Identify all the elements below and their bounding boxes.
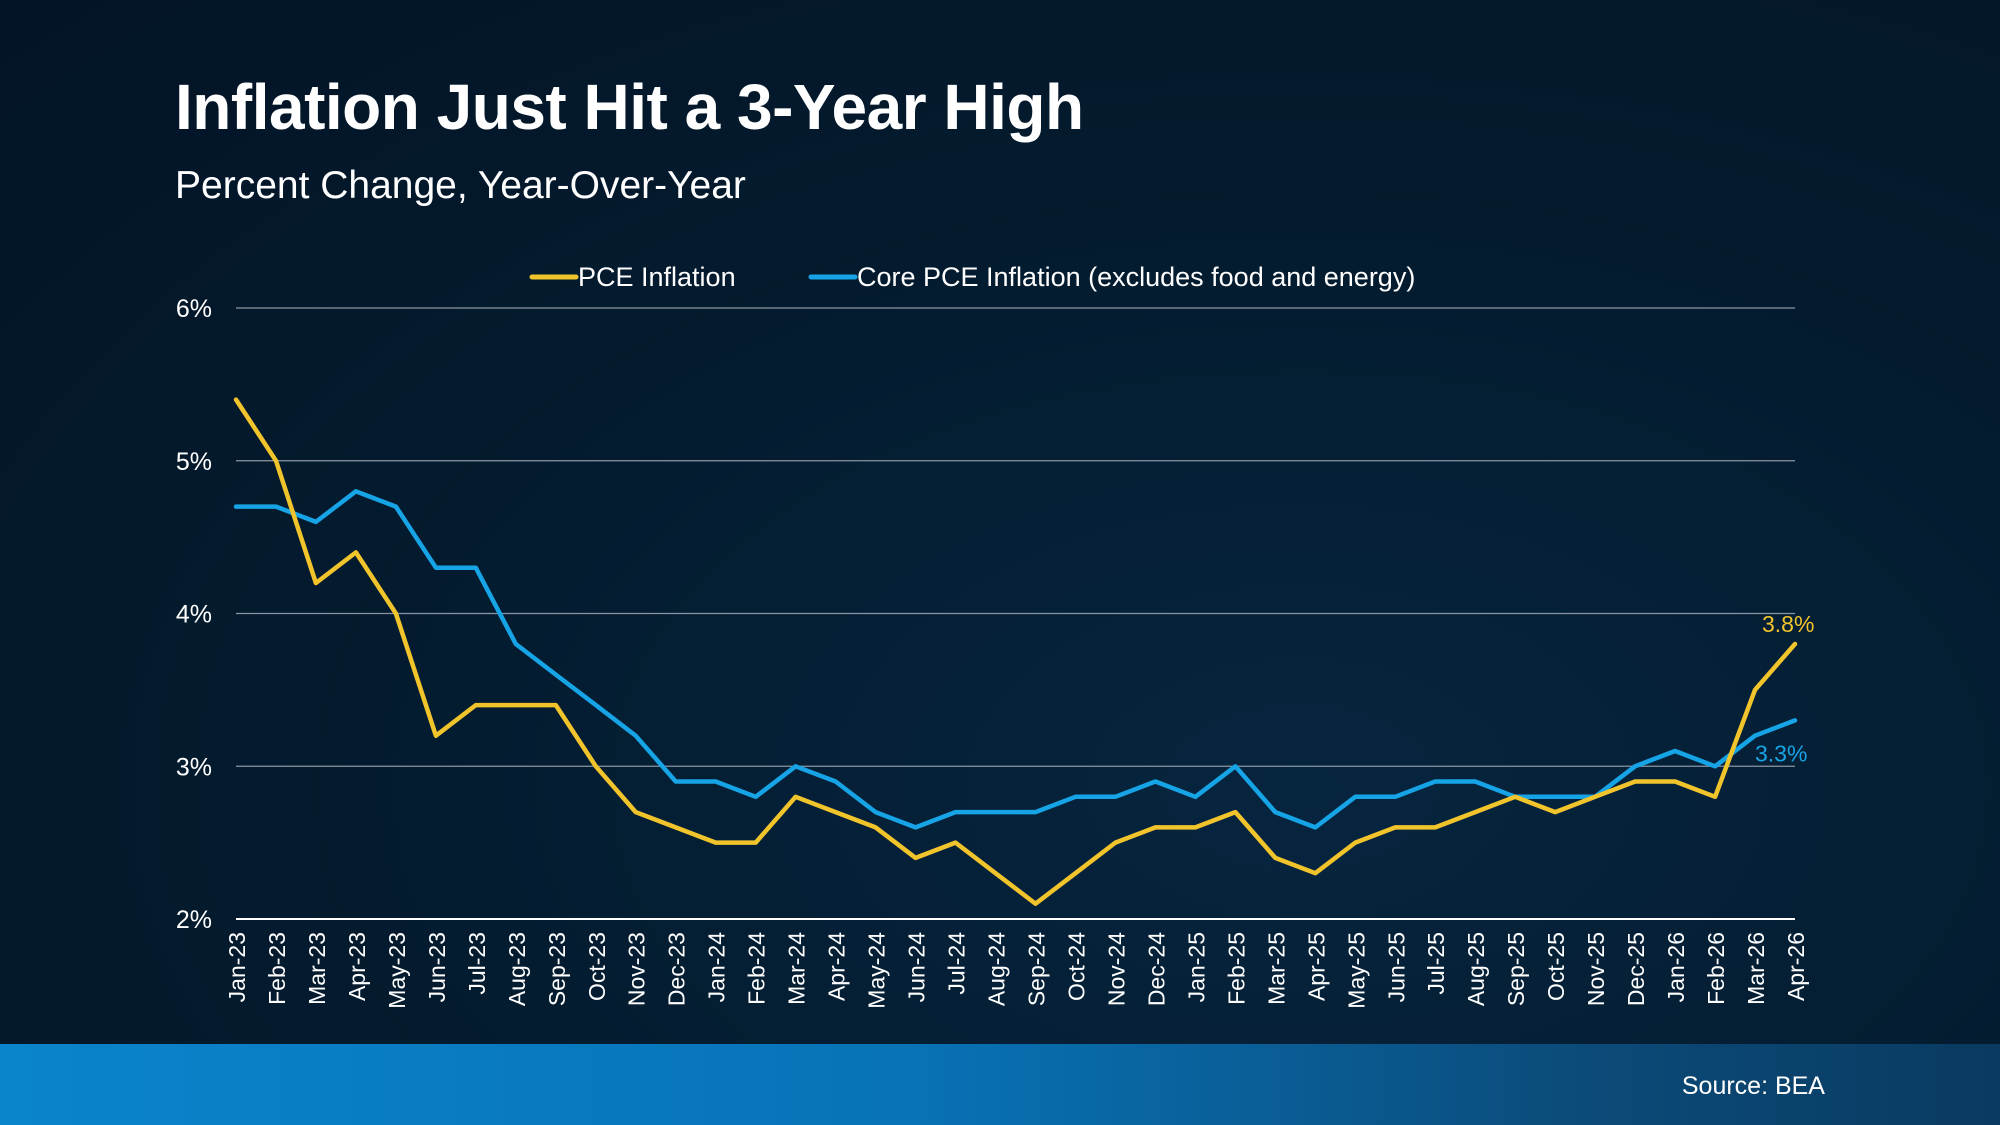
pce-end-label: 3.8% [1762,611,1814,637]
x-tick-label: May-23 [384,932,410,1009]
y-tick-label: 2% [176,906,212,934]
x-tick-label: Feb-25 [1223,932,1249,1005]
x-tick-label: Mar-25 [1263,932,1289,1005]
series-lines [233,397,1798,906]
x-tick-label: Dec-25 [1623,932,1649,1006]
core-pce-end-label: 3.3% [1755,740,1807,766]
x-tick-label: Jul-24 [944,932,970,995]
x-axis-tick-labels: Jan-23 Feb-23 Mar-23 Apr-23 May-23 Jun-23 Jul-… [224,932,1809,1009]
x-tick-label: Aug-23 [504,932,530,1006]
x-tick-label: Jul-25 [1423,932,1449,995]
x-tick-label: Apr-25 [1303,932,1329,1001]
x-tick-label: May-25 [1343,932,1369,1009]
x-tick-label: Dec-24 [1143,932,1169,1006]
y-gridlines [236,307,1795,920]
x-tick-label: Apr-24 [824,932,850,1001]
x-tick-label: Aug-24 [984,932,1010,1006]
x-tick-label: Dec-23 [664,932,690,1006]
x-tick-label: Jun-25 [1383,932,1409,1002]
x-tick-label: Mar-24 [784,932,810,1005]
chart-legend: PCE Inflation Core PCE Inflation (exclud… [529,262,1415,292]
x-tick-label: Sep-23 [544,932,570,1006]
x-tick-label: Jun-23 [424,932,450,1002]
x-tick-label: Feb-24 [744,932,770,1005]
legend-label-core-pce: Core PCE Inflation (excludes food and en… [857,262,1415,292]
x-tick-label: Jul-23 [464,932,490,995]
x-tick-label: Nov-23 [624,932,650,1006]
x-tick-label: Aug-25 [1463,932,1489,1006]
footer-band: Source: BEA [0,1044,2000,1125]
x-tick-label: Mar-23 [304,932,330,1005]
x-tick-label: Oct-23 [584,932,610,1001]
x-tick-label: Sep-24 [1023,932,1049,1006]
x-tick-label: Apr-23 [344,932,370,1001]
x-tick-label: Feb-23 [264,932,290,1005]
x-tick-label: Apr-26 [1783,932,1809,1001]
x-tick-label: May-24 [864,932,890,1009]
chart-title: Inflation Just Hit a 3-Year High [175,71,1084,143]
core-pce-inflation-line [233,489,1798,830]
x-tick-label: Jan-24 [704,932,730,1003]
x-tick-label: Mar-26 [1743,932,1769,1005]
x-tick-label: Feb-26 [1703,932,1729,1005]
x-tick-label: Sep-25 [1503,932,1529,1006]
y-tick-label: 5% [176,448,212,476]
x-tick-label: Oct-24 [1063,932,1089,1001]
legend-label-pce: PCE Inflation [578,262,736,292]
y-axis-tick-labels: 2% 3% 4% 5% 6% [176,295,212,934]
line-chart: PCE Inflation Core PCE Inflation (exclud… [176,262,1815,1009]
x-tick-label: Jan-23 [224,932,250,1002]
x-tick-label: Nov-24 [1103,932,1129,1006]
y-tick-label: 6% [176,295,212,323]
pce-inflation-line [233,397,1798,906]
y-tick-label: 3% [176,753,212,781]
y-tick-label: 4% [176,601,212,629]
chart-subtitle: Percent Change, Year-Over-Year [175,164,746,207]
x-tick-label: Jan-26 [1663,932,1689,1002]
x-tick-label: Oct-25 [1543,932,1569,1001]
x-tick-label: Jan-25 [1183,932,1209,1002]
source-note: Source: BEA [1681,1072,1825,1100]
x-tick-label: Jun-24 [904,932,930,1003]
series-end-labels: 3.8% 3.3% [1755,611,1814,766]
x-tick-label: Nov-25 [1583,932,1609,1006]
